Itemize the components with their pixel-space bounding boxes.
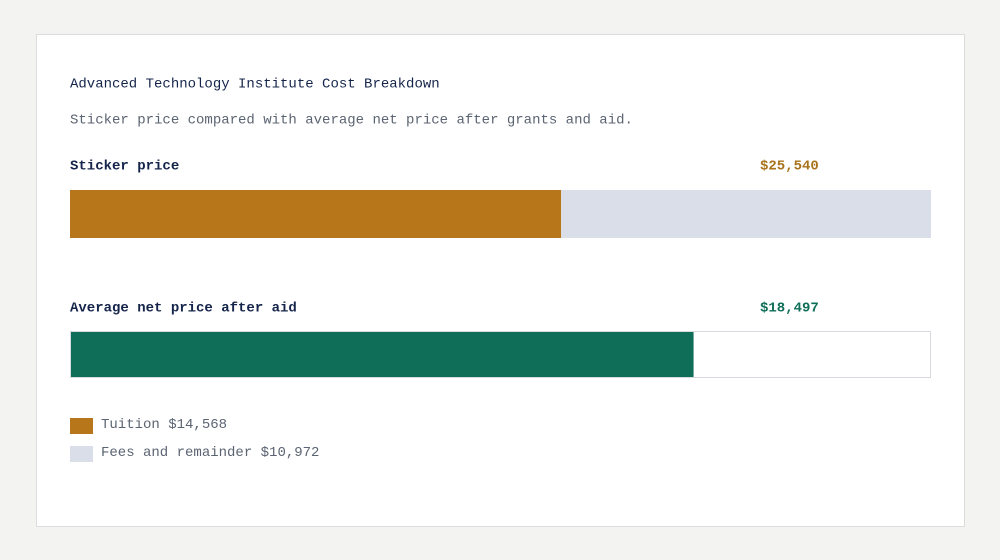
bar-label: Average net price after aid [70, 301, 297, 317]
bar [71, 332, 694, 377]
bar-segment [70, 190, 562, 238]
value-label: $25,540 [760, 159, 819, 175]
legend-swatch [70, 446, 93, 462]
legend-value: $14,568 [168, 417, 227, 433]
card [36, 34, 965, 527]
chart-title: Advanced Technology Institute Cost Break… [70, 77, 440, 93]
bar-label: Sticker price [70, 159, 179, 175]
legend-name: Fees and remainder [101, 445, 252, 461]
legend-swatch [70, 418, 93, 434]
legend-entry: Fees and remainder $10,972 [101, 445, 319, 461]
legend-name: Tuition [101, 417, 160, 433]
legend-value: $10,972 [261, 445, 320, 461]
chart-subtitle: Sticker price compared with average net … [70, 113, 633, 129]
bar-segment [561, 190, 931, 238]
value-label: $18,497 [760, 301, 819, 317]
legend-entry: Tuition $14,568 [101, 417, 227, 433]
